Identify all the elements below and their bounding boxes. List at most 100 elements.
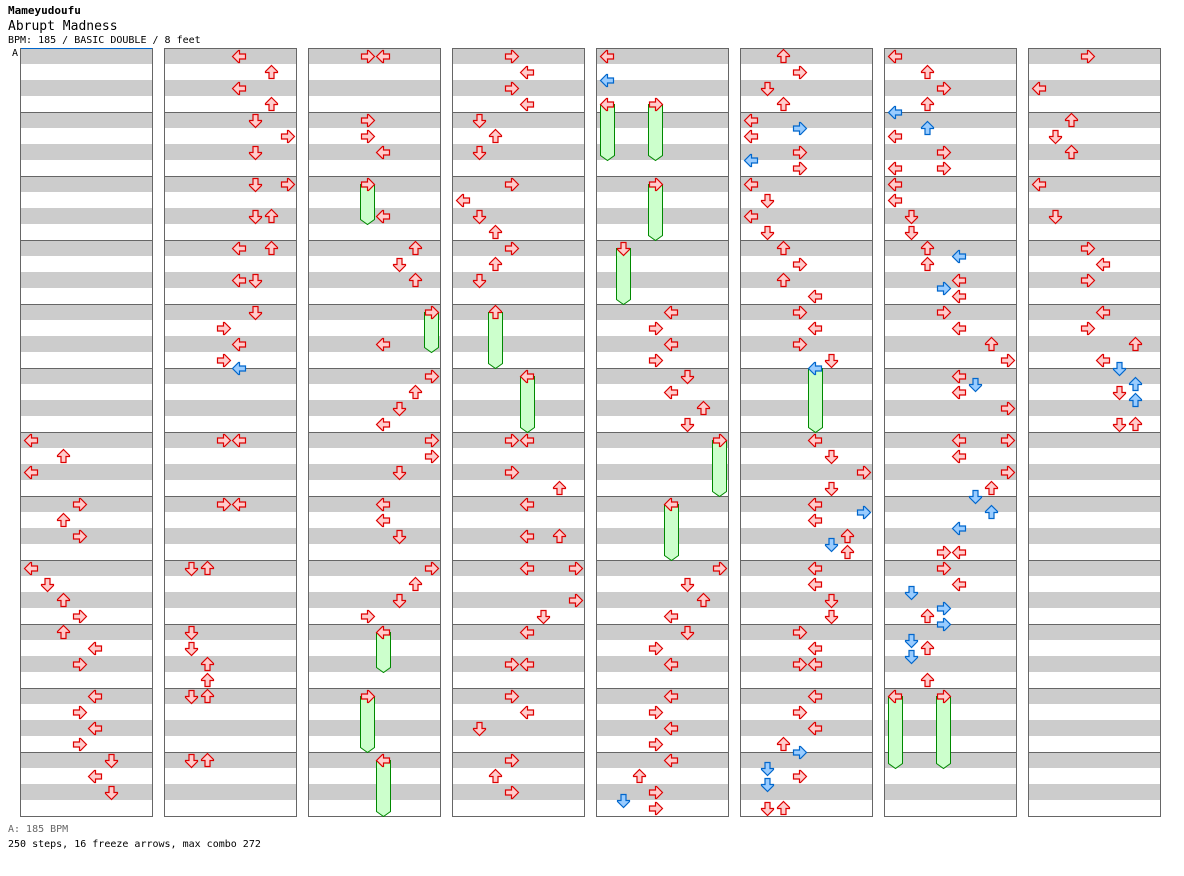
measure-line: [452, 560, 585, 561]
left-arrow-icon: [951, 369, 967, 384]
left-arrow-icon: [951, 577, 967, 592]
beat-stripe: [740, 400, 873, 416]
freeze-arrow-body: [664, 504, 679, 562]
right-arrow-icon: [856, 505, 872, 520]
beat-stripe: [20, 80, 153, 96]
beat-stripe: [452, 528, 585, 544]
beat-stripe: [20, 112, 153, 128]
beat-stripe: [164, 528, 297, 544]
left-arrow-icon: [807, 561, 823, 576]
beat-stripe: [452, 368, 585, 384]
left-arrow-icon: [231, 337, 247, 352]
beat-stripe: [596, 592, 729, 608]
measure-line: [1028, 688, 1161, 689]
left-arrow-icon: [887, 129, 903, 144]
beat-stripe: [452, 400, 585, 416]
beat-stripe: [308, 432, 441, 448]
down-arrow-icon: [680, 625, 695, 641]
beat-stripe: [740, 80, 873, 96]
freeze-arrow-body: [520, 376, 535, 434]
beat-stripe: [884, 368, 1017, 384]
down-arrow-icon: [392, 465, 407, 481]
left-arrow-icon: [1095, 305, 1111, 320]
left-arrow-icon: [1031, 81, 1047, 96]
beat-stripe: [20, 176, 153, 192]
beat-stripe: [1028, 208, 1161, 224]
measure-line: [1028, 112, 1161, 113]
up-arrow-icon: [920, 64, 935, 80]
beat-stripe: [452, 144, 585, 160]
down-arrow-icon: [184, 561, 199, 577]
right-arrow-icon: [360, 49, 376, 64]
down-arrow-icon: [104, 753, 119, 769]
left-arrow-icon: [375, 145, 391, 160]
left-arrow-icon: [519, 433, 535, 448]
measure-line: [596, 48, 729, 49]
down-arrow-icon: [904, 633, 919, 649]
measure-line: [884, 368, 1017, 369]
beat-stripe: [308, 336, 441, 352]
measure-line: [308, 432, 441, 433]
up-arrow-icon: [552, 528, 567, 544]
beat-stripe: [740, 784, 873, 800]
beat-stripe: [164, 688, 297, 704]
beat-stripe: [164, 240, 297, 256]
bpm-info: A: 185 BPM: [8, 824, 69, 835]
left-arrow-icon: [231, 273, 247, 288]
right-arrow-icon: [648, 737, 664, 752]
up-arrow-icon: [696, 400, 711, 416]
measure-line: [596, 240, 729, 241]
beat-stripe: [20, 144, 153, 160]
measure-line: [740, 368, 873, 369]
right-arrow-icon: [72, 657, 88, 672]
chart-column: [308, 48, 441, 821]
right-arrow-icon: [504, 49, 520, 64]
beat-stripe: [20, 624, 153, 640]
left-arrow-icon: [599, 73, 615, 88]
beat-stripe: [308, 528, 441, 544]
right-arrow-icon: [936, 145, 952, 160]
measure-line: [1028, 48, 1161, 49]
measure-line: [596, 688, 729, 689]
down-arrow-icon: [824, 353, 839, 369]
up-arrow-icon: [776, 800, 791, 816]
measure-line: [308, 816, 441, 817]
right-arrow-icon: [504, 241, 520, 256]
left-arrow-icon: [951, 273, 967, 288]
measure-line: [884, 48, 1017, 49]
beat-stripe: [740, 208, 873, 224]
beat-stripe: [740, 720, 873, 736]
chart-column: [884, 48, 1017, 821]
beat-stripe: [884, 400, 1017, 416]
measure-line: [20, 496, 153, 497]
chart-meta: BPM: 185 / BASIC DOUBLE / 8 feet: [8, 35, 201, 46]
measure-line: [20, 432, 153, 433]
beat-stripe: [740, 496, 873, 512]
down-arrow-icon: [472, 113, 487, 129]
down-arrow-icon: [824, 593, 839, 609]
down-arrow-icon: [184, 689, 199, 705]
left-arrow-icon: [231, 241, 247, 256]
beat-stripe: [452, 304, 585, 320]
up-arrow-icon: [776, 736, 791, 752]
beat-stripe: [164, 464, 297, 480]
left-arrow-icon: [231, 49, 247, 64]
up-arrow-icon: [264, 96, 279, 112]
beat-stripe: [20, 336, 153, 352]
column-border: [164, 48, 165, 817]
beat-stripe: [308, 496, 441, 512]
beat-stripe: [20, 592, 153, 608]
beat-stripe: [308, 464, 441, 480]
up-arrow-icon: [264, 240, 279, 256]
measure-line: [452, 48, 585, 49]
beat-stripe: [1028, 528, 1161, 544]
left-arrow-icon: [519, 657, 535, 672]
beat-stripe: [452, 208, 585, 224]
beat-stripe: [452, 272, 585, 288]
measure-line: [1028, 496, 1161, 497]
up-arrow-icon: [200, 560, 215, 576]
down-arrow-icon: [904, 209, 919, 225]
left-arrow-icon: [951, 289, 967, 304]
measure-line: [740, 432, 873, 433]
left-arrow-icon: [743, 129, 759, 144]
